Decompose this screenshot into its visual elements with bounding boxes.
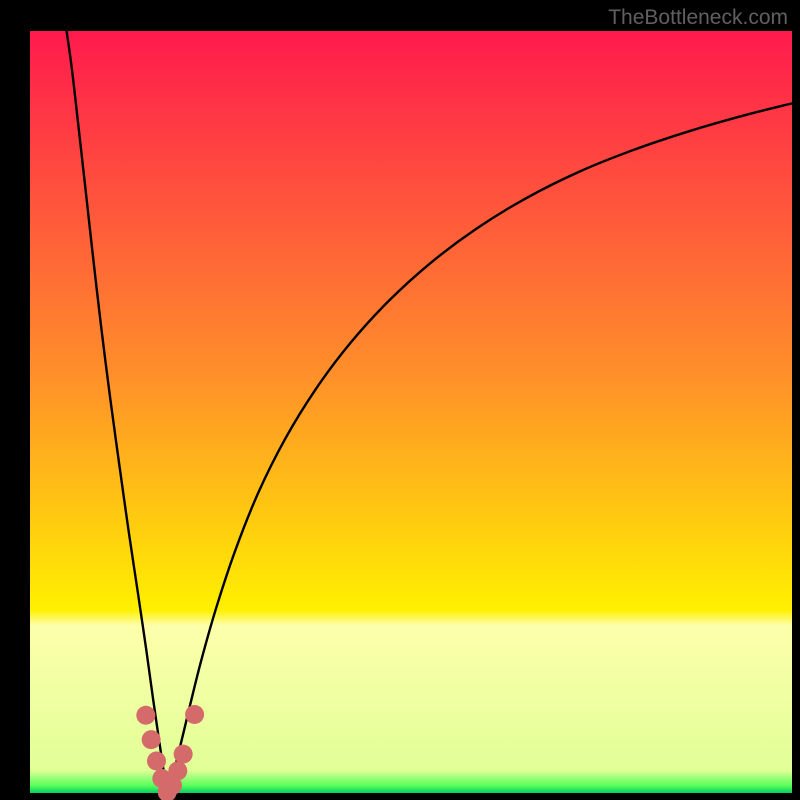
marker-dot xyxy=(174,745,193,764)
marker-dot xyxy=(168,761,187,780)
marker-dot xyxy=(136,706,155,725)
marker-dot xyxy=(142,730,161,749)
marker-dot xyxy=(147,751,166,770)
chart-container: TheBottleneck.com xyxy=(0,0,800,800)
right-curve xyxy=(167,103,792,793)
watermark-text: TheBottleneck.com xyxy=(608,6,788,30)
left-curve xyxy=(67,31,168,793)
chart-svg xyxy=(0,0,800,800)
marker-dot xyxy=(185,705,204,724)
